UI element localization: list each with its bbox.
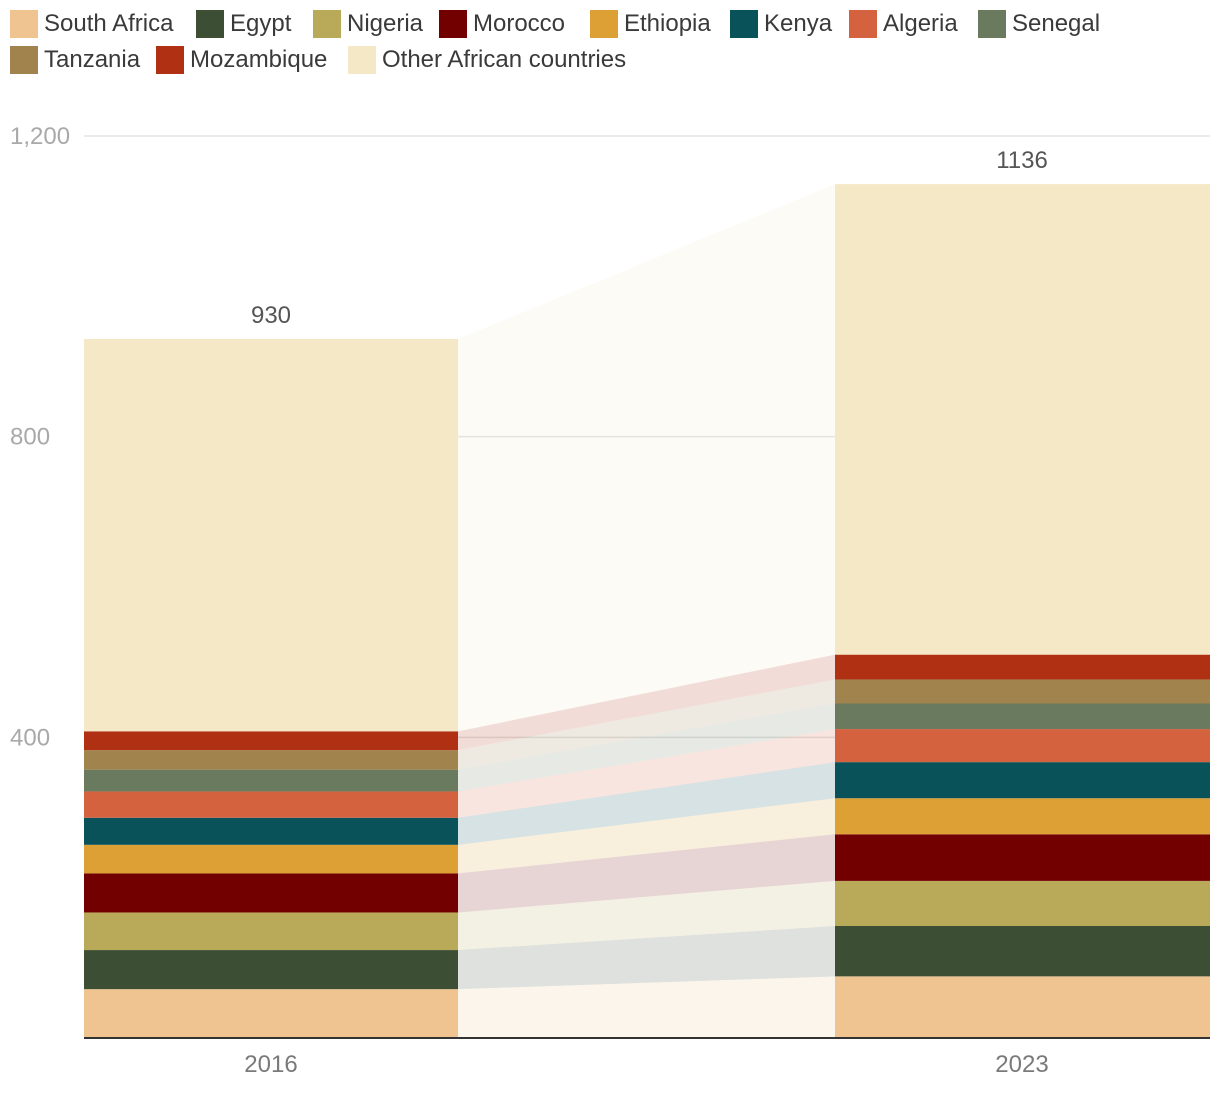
legend-item-ethiopia: Ethiopia [590, 10, 711, 38]
y-tick-label: 800 [10, 424, 50, 451]
legend-swatch [978, 10, 1006, 38]
legend-swatch [156, 46, 184, 74]
legend-item-egypt: Egypt [196, 10, 291, 38]
bar-segment-morocco-2016 [84, 873, 458, 913]
bar-segment-ethiopia-2023 [835, 798, 1210, 835]
bar-segment-senegal-2023 [835, 703, 1210, 730]
legend-item-kenya: Kenya [730, 10, 832, 38]
legend-item-senegal: Senegal [978, 10, 1100, 38]
legend-item-mozambique: Mozambique [156, 46, 327, 74]
legend-swatch [849, 10, 877, 38]
x-tick-label: 2016 [244, 1051, 297, 1078]
legend-item-south-africa: South Africa [10, 10, 173, 38]
flow-band-egypt [458, 926, 835, 990]
bar-segment-mozambique-2016 [84, 731, 458, 751]
flow-bands [458, 184, 835, 1038]
bar-segment-algeria-2016 [84, 791, 458, 818]
bar-segment-other-african-countries-2016 [84, 338, 458, 732]
flow-band-kenya [458, 762, 835, 845]
bar-segment-ethiopia-2016 [84, 844, 458, 874]
legend-label: Mozambique [190, 46, 328, 73]
flow-band-morocco [458, 834, 835, 913]
legend-swatch [313, 10, 341, 38]
legend-item-nigeria: Nigeria [313, 10, 423, 38]
labels: 400 800 1,200 930 1136 2016 2023 [10, 123, 1049, 1078]
bar-segment-south-africa-2023 [835, 976, 1210, 1038]
bar-segment-other-african-countries-2023 [835, 184, 1210, 655]
flow-band-tanzania [458, 679, 835, 770]
legend-label: South Africa [44, 10, 174, 37]
legend-item-other-african-countries: Other African countries [348, 46, 626, 74]
legend-swatch [730, 10, 758, 38]
flow-band-senegal [458, 703, 835, 792]
y-tick-label: 1,200 [10, 123, 70, 150]
legend-item-algeria: Algeria [849, 10, 958, 38]
legend-label: Ethiopia [624, 10, 711, 37]
bar-segment-kenya-2023 [835, 762, 1210, 799]
bar-segment-tanzania-2016 [84, 750, 458, 770]
flow-band-algeria [458, 729, 835, 818]
legend-label: Algeria [883, 10, 958, 37]
bar-segment-egypt-2023 [835, 926, 1210, 977]
bar-segment-mozambique-2023 [835, 654, 1210, 680]
bar-segment-egypt-2016 [84, 950, 458, 990]
legend-label: Kenya [764, 10, 833, 37]
legend-label: Morocco [473, 10, 566, 37]
x-tick-label: 2023 [995, 1051, 1048, 1078]
legend-item-tanzania: Tanzania [10, 46, 140, 74]
legend-swatch [10, 10, 38, 38]
flow-band-mozambique [458, 654, 835, 751]
bar-segment-kenya-2016 [84, 817, 458, 845]
flow-band-other-african-countries [458, 184, 835, 732]
bar-segment-morocco-2023 [835, 834, 1210, 881]
y-tick-label: 400 [10, 724, 50, 751]
bar-segment-algeria-2023 [835, 729, 1210, 763]
flow-band-south-africa [458, 976, 835, 1038]
bar-segment-tanzania-2023 [835, 679, 1210, 704]
legend-swatch [590, 10, 618, 38]
bar-segment-nigeria-2016 [84, 912, 458, 951]
legend-label: Other African countries [382, 46, 627, 73]
flow-band-nigeria [458, 880, 835, 951]
bar-segment-south-africa-2016 [84, 989, 458, 1038]
bar-segment-senegal-2016 [84, 769, 458, 792]
legend-label: Tanzania [44, 46, 141, 73]
total-label-2016: 930 [251, 302, 291, 329]
legend-swatch [10, 46, 38, 74]
legend-label: Senegal [1012, 10, 1101, 37]
total-label-2023: 1136 [996, 147, 1048, 174]
legend-swatch [196, 10, 224, 38]
legend-item-morocco: Morocco [439, 10, 565, 38]
legend-swatch [348, 46, 376, 74]
bar-segment-nigeria-2023 [835, 880, 1210, 927]
legend-label: Egypt [230, 10, 292, 37]
bars [84, 184, 1210, 1038]
legend-swatch [439, 10, 467, 38]
legend-label: Nigeria [347, 10, 424, 37]
flow-band-ethiopia [458, 798, 835, 874]
